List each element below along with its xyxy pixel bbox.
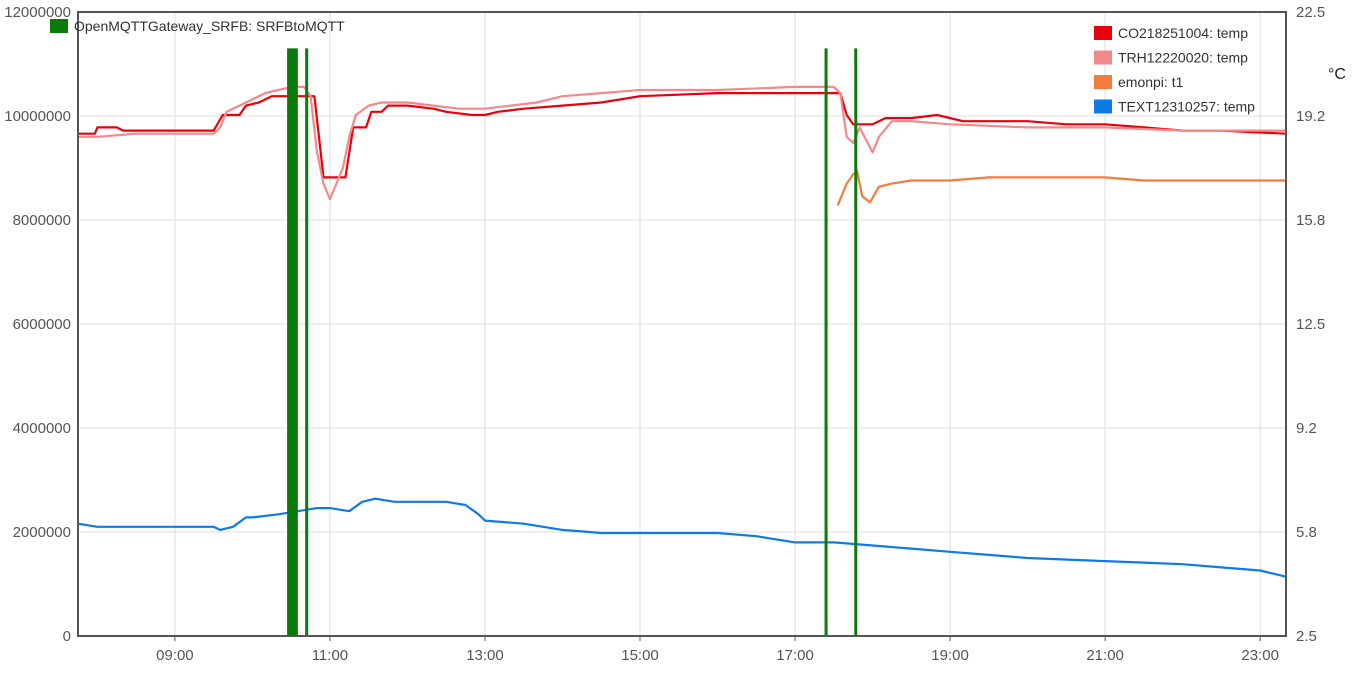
x-tick-label: 09:00 [156, 647, 194, 664]
legend-label[interactable]: emonpi: t1 [1118, 74, 1184, 90]
series-line-text12310257-temp [77, 497, 1287, 578]
y-left-tick-label: 8000000 [13, 212, 71, 229]
y-right-tick-label: 12.5 [1296, 316, 1325, 333]
event-bars [287, 48, 878, 636]
right-axis-unit-label: °C [1328, 66, 1346, 83]
x-tick-label: 23:00 [1241, 647, 1279, 664]
grid [78, 12, 1286, 636]
x-tick-label: 17:00 [776, 647, 814, 664]
legend-swatch[interactable] [1094, 26, 1112, 40]
legend-swatch[interactable] [1094, 99, 1112, 114]
series-line-trh12220020-temp [78, 85, 1286, 201]
y-left-tick-label: 12000000 [4, 4, 71, 21]
legend-label[interactable]: TEXT12310257: temp [1118, 99, 1255, 115]
y-axis-right: 2.5 5.8 9.2 12.5 15.8 19.2 22.5 [1296, 4, 1325, 645]
x-tick-label: 19:00 [931, 647, 969, 664]
x-tick-label: 13:00 [466, 647, 504, 664]
y-left-tick-label: 10000000 [4, 108, 71, 125]
legend-swatch[interactable] [1094, 75, 1112, 89]
y-left-tick-label: 0 [63, 628, 71, 645]
legend-label[interactable]: CO218251004: temp [1118, 25, 1248, 41]
legend-swatch[interactable] [50, 19, 68, 33]
y-right-tick-label: 22.5 [1296, 4, 1325, 21]
legend-label[interactable]: OpenMQTTGateway_SRFB: SRFBtoMQTT [74, 18, 345, 34]
y-right-tick-label: 15.8 [1296, 212, 1325, 229]
x-tick-label: 21:00 [1086, 647, 1124, 664]
series-lines [77, 85, 1287, 578]
y-right-tick-label: 9.2 [1296, 420, 1317, 437]
y-left-tick-label: 6000000 [13, 316, 71, 333]
y-axis-left: 0 2000000 4000000 6000000 8000000 10000000 120… [4, 4, 71, 645]
y-right-tick-label: 19.2 [1296, 108, 1325, 125]
plot-frame [77, 11, 1287, 637]
x-axis: 09:00 11:00 13:00 15:00 17:00 19:00 21:00 23:00 [156, 636, 1279, 664]
legend-top-right[interactable]: CO218251004: temp TRH12220020: temp emonpi… [1094, 25, 1255, 115]
series-line-co218251004-temp [78, 91, 1287, 179]
legend-label[interactable]: TRH12220020: temp [1118, 50, 1248, 66]
y-left-tick-label: 2000000 [13, 524, 71, 541]
x-tick-label: 11:00 [312, 647, 348, 664]
y-left-tick-label: 4000000 [13, 420, 71, 437]
y-right-tick-label: 2.5 [1296, 628, 1317, 645]
series-line-emonpi-t1 [836, 170, 1286, 206]
y-right-tick-label: 5.8 [1296, 524, 1317, 541]
x-tick-label: 15:00 [621, 647, 659, 664]
legend-top-left[interactable]: OpenMQTTGateway_SRFB: SRFBtoMQTT [50, 18, 345, 34]
legend-swatch[interactable] [1094, 50, 1112, 65]
